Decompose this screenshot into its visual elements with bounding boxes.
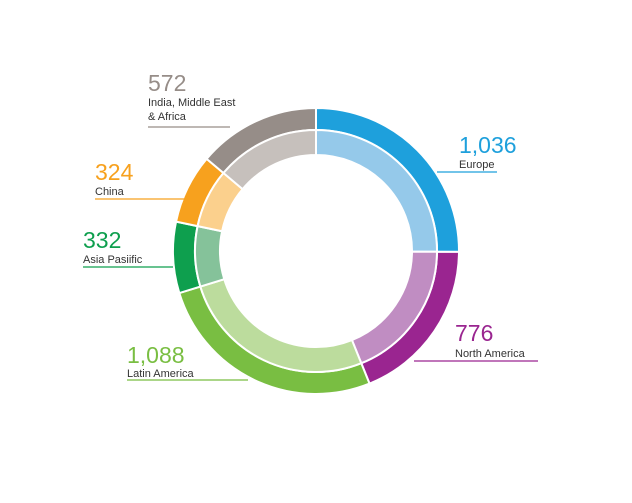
slice-inner-asia-pasiific xyxy=(194,224,226,288)
category-label: North America xyxy=(455,348,526,360)
value-label: 776 xyxy=(455,320,493,346)
category-label: China xyxy=(95,186,125,198)
slice-inner-india-middle-east-africa xyxy=(222,128,317,191)
value-label: 1,088 xyxy=(127,342,185,368)
donut-rings xyxy=(172,106,461,395)
category-label: Europe xyxy=(459,159,494,171)
value-label: 1,036 xyxy=(459,132,517,158)
category-label: Latin America xyxy=(127,368,195,380)
category-label: & Africa xyxy=(148,111,187,123)
value-label: 332 xyxy=(83,227,121,253)
category-label: Asia Pasiific xyxy=(83,254,143,266)
value-label: 324 xyxy=(95,159,134,185)
value-label: 572 xyxy=(148,70,186,96)
callout-north-america: 776 North America xyxy=(414,320,538,362)
category-label: India, Middle East xyxy=(148,97,235,109)
slice-inner-europe xyxy=(315,128,438,253)
